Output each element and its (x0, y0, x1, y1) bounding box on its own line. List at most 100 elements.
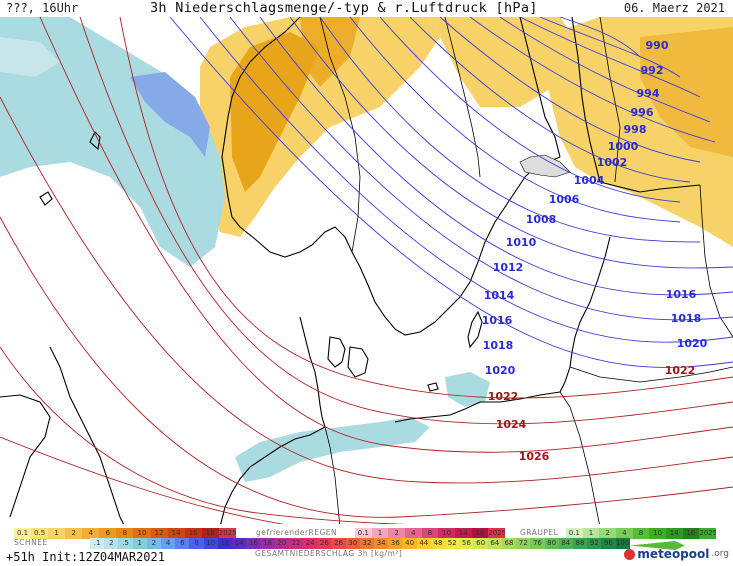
legend-cell: 1 (132, 538, 147, 549)
legend-cell: 40 (402, 538, 417, 549)
isobar-label: 1016 (666, 288, 697, 301)
isobar-label: 996 (631, 106, 654, 119)
legend-cell: 14 (167, 528, 185, 539)
total-scale: .1 2.5 1 2 4 6 8 10 12 14 16 18 20 22 24 26 28 30 32 34 36 40… (90, 538, 630, 549)
isobar-label: 1014 (484, 289, 515, 302)
legend-cell: 4 (404, 528, 422, 539)
map-title: 3h Niederschlagsmenge/-typ & r.Luftdruck… (150, 0, 538, 16)
logo-icon (624, 548, 636, 560)
legend-cell: 76 (530, 538, 545, 549)
legend-cell: 36 (388, 538, 403, 549)
legend-cell: 64 (487, 538, 502, 549)
legend-cell: 8 (632, 528, 650, 539)
isobar-label: 1002 (597, 156, 628, 169)
isobar-label: 1012 (493, 261, 524, 274)
legend-cell: 72 (516, 538, 531, 549)
legend-cell: 10 (203, 538, 218, 549)
header-bar: ???, 16Uhr 3h Niederschlagsmenge/-typ & … (0, 0, 733, 17)
legend-cell: 2 (104, 538, 119, 549)
legend-cell: 30 (345, 538, 360, 549)
legend-cell: 10 (649, 528, 666, 539)
isobar-label: 1024 (496, 418, 527, 431)
legend-cell: 96 (601, 538, 616, 549)
legend-cell: 48 (430, 538, 446, 549)
legend-cell: 34 (374, 538, 389, 549)
isobar-label: 1022 (665, 364, 696, 377)
forecast-date: 06. Maerz 2021 (623, 1, 725, 15)
snow-area-northsea (0, 17, 225, 267)
legend-cell: 18 (260, 538, 275, 549)
legend-cell: 56 (459, 538, 474, 549)
legend-cell: 22 (288, 538, 304, 549)
legend-cell: 12 (217, 538, 233, 549)
legend-cell: 20 (274, 538, 289, 549)
legend-cell: 8 (421, 528, 439, 539)
legend-cell: 10 (133, 528, 151, 539)
legend-cell: 12 (150, 528, 168, 539)
isobar-label: 1018 (483, 339, 514, 352)
legend-cell: 2 (146, 538, 162, 549)
fz-rain-caption: gefrierenderREGEN (256, 528, 338, 537)
legend-cell: 1 (48, 528, 66, 539)
valid-time-label: ???, 16Uhr (6, 1, 79, 15)
run-info: +51h Init:12Z04MAR2021 (6, 550, 165, 564)
legend-cell: 18 (201, 528, 219, 539)
legend-cell: 1 (582, 528, 600, 539)
logo-suffix: .org (711, 549, 729, 559)
legend-cell: 2 (388, 528, 405, 539)
isobar-label: 1026 (519, 450, 550, 463)
legend-cell: 26 (317, 538, 332, 549)
isobar-label: 1000 (608, 140, 639, 153)
borders (319, 17, 733, 527)
isobar-label: 1010 (506, 236, 537, 249)
isobar-label: 1004 (574, 174, 605, 187)
meteopool-logo[interactable]: meteopool .org (624, 547, 729, 561)
legend-cell: 14 (232, 538, 247, 549)
weather-map: 990 992 994 996 998 1000 1002 1004 1006 … (0, 17, 733, 527)
legend-cell: 1 (371, 528, 389, 539)
legend-cell: 92 (587, 538, 602, 549)
isobar-labels: 990 992 994 996 998 1000 1002 1004 1006 … (482, 39, 708, 463)
isobars-low (169, 17, 733, 368)
legend-cell: 6 (99, 528, 117, 539)
isobar-label: 994 (637, 87, 660, 100)
arrow-icon (630, 541, 685, 550)
legend-cell: 6 (175, 538, 190, 549)
legend-cell: 2025+ (488, 528, 505, 539)
isobar-label: 1018 (671, 312, 702, 325)
legend-cell: 0.1 (566, 528, 583, 539)
snow-caption: SCHNEE (14, 538, 48, 547)
graupel-caption: GRAUPEL (520, 528, 559, 537)
legend-cell: 14 (454, 528, 472, 539)
legend-cell: 52 (445, 538, 460, 549)
legend-cell: 16 (682, 528, 700, 539)
isobar-label: 1016 (482, 314, 513, 327)
legend-cell: 10 (438, 528, 455, 539)
legend-cell: 4 (82, 528, 100, 539)
legend-cell: 16 (184, 528, 202, 539)
legend-cell: 16 (471, 528, 489, 539)
legend-cell: 100 (615, 538, 630, 549)
isobar-label: 1006 (549, 193, 580, 206)
legend-cell: 24 (303, 538, 318, 549)
legend-cell: 2 (599, 528, 616, 539)
legend-cell: 88 (572, 538, 588, 549)
legend-cell: 68 (501, 538, 517, 549)
legend-cell: 0.5 (31, 528, 49, 539)
legend-cell: 0.1 (355, 528, 372, 539)
isobar-label: 1022 (488, 390, 519, 403)
legend-cell: 4 (615, 528, 633, 539)
legend-cell: 16 (246, 538, 261, 549)
legend-cell: 60 (473, 538, 488, 549)
isobar-label: 998 (624, 123, 647, 136)
isobar-label: 1020 (485, 364, 516, 377)
total-caption: GESAMTNIEDERSCHLAG 3h [kg/m²] (255, 549, 403, 558)
legend-cell: 32 (359, 538, 375, 549)
isobar-label: 990 (646, 39, 669, 52)
legend-cell: 80 (544, 538, 559, 549)
legend-cell: 4 (161, 538, 176, 549)
